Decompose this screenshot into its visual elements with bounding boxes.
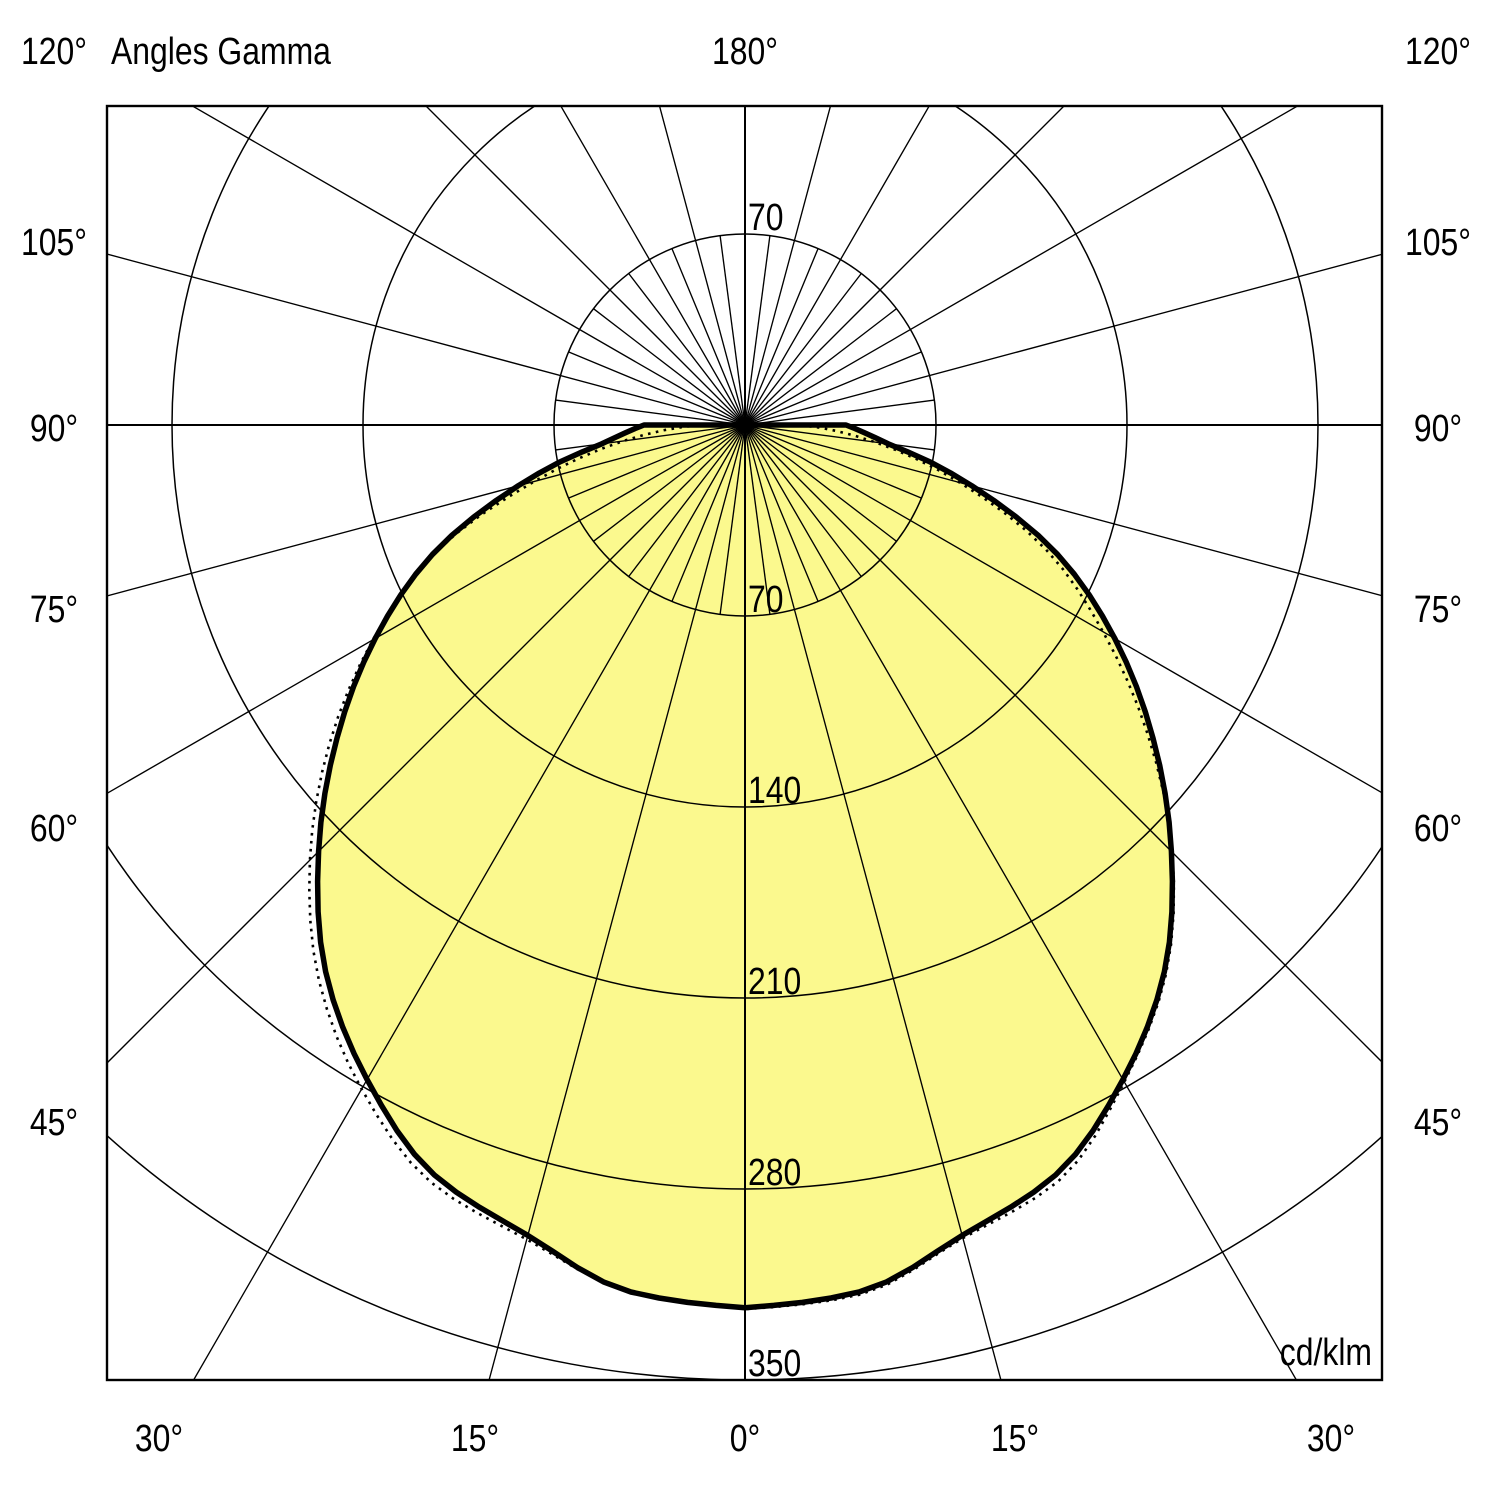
svg-text:75°: 75°: [1414, 588, 1462, 630]
svg-text:120°: 120°: [1405, 30, 1471, 72]
svg-text:90°: 90°: [1414, 407, 1462, 449]
svg-text:105°: 105°: [1405, 221, 1471, 263]
svg-text:15°: 15°: [451, 1417, 499, 1459]
svg-text:90°: 90°: [30, 407, 78, 449]
svg-text:60°: 60°: [1414, 807, 1462, 849]
svg-text:cd/klm: cd/klm: [1280, 1331, 1372, 1373]
svg-text:70: 70: [748, 196, 784, 238]
svg-text:30°: 30°: [135, 1417, 183, 1459]
svg-text:210: 210: [748, 960, 801, 1002]
svg-text:105°: 105°: [21, 221, 87, 263]
svg-text:140: 140: [748, 769, 801, 811]
svg-text:280: 280: [748, 1151, 801, 1193]
svg-text:350: 350: [748, 1342, 801, 1384]
svg-text:0°: 0°: [730, 1417, 761, 1459]
svg-text:75°: 75°: [30, 588, 78, 630]
svg-text:45°: 45°: [1414, 1101, 1462, 1143]
svg-text:Angles Gamma: Angles Gamma: [111, 30, 331, 72]
svg-text:70: 70: [748, 578, 784, 620]
svg-text:120°: 120°: [21, 30, 87, 72]
svg-text:45°: 45°: [30, 1101, 78, 1143]
svg-text:60°: 60°: [30, 807, 78, 849]
svg-text:15°: 15°: [991, 1417, 1039, 1459]
svg-text:180°: 180°: [712, 30, 778, 72]
svg-text:30°: 30°: [1307, 1417, 1355, 1459]
